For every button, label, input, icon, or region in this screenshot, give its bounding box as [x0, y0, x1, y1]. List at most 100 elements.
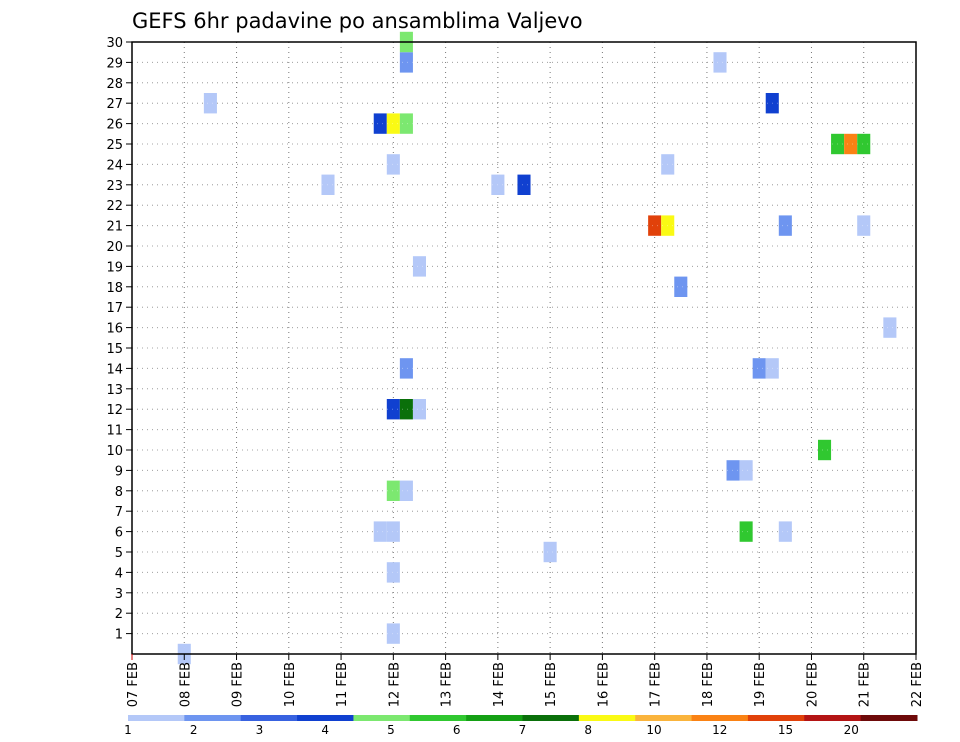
y-tick-label: 16: [106, 322, 123, 337]
heatmap-cell: [778, 215, 792, 236]
y-tick-label: 25: [106, 138, 123, 153]
y-tick-label: 10: [106, 444, 123, 459]
x-tick-label: 16 FEB: [596, 662, 611, 707]
y-tick-label: 22: [106, 199, 123, 214]
grid-overlay: [132, 61, 916, 635]
y-tick-label: 2: [115, 607, 123, 622]
heatmap-cell: [399, 52, 413, 73]
y-tick-label: 11: [106, 424, 123, 439]
legend-swatch: [184, 715, 242, 721]
heatmap-cell: [373, 521, 387, 542]
x-tick-label: 13 FEB: [440, 662, 455, 707]
heatmap-cell: [412, 399, 426, 420]
legend-label: 2: [190, 723, 198, 737]
heatmap-cell: [399, 358, 413, 379]
legend-swatch: [128, 715, 185, 721]
heatmap-cell: [765, 93, 779, 114]
heatmap-cell: [386, 154, 400, 175]
heatmap-cell: [491, 174, 505, 195]
x-axis: 07 FEB 08 FEB 09 FEB 10 FEB 11 FEB 12 FEB 13 F…: [126, 654, 925, 707]
heatmap-cell: [203, 93, 217, 114]
heatmap-cell: [661, 154, 675, 175]
y-tick-label: 15: [106, 342, 123, 357]
x-tick-label: 14 FEB: [492, 662, 507, 707]
legend-swatch: [691, 715, 749, 721]
y-tick-label: 27: [106, 97, 123, 112]
legend-swatch: [747, 715, 805, 721]
y-tick-label: 17: [106, 301, 123, 316]
heatmap-cell: [674, 276, 688, 297]
y-tick-label: 6: [115, 526, 123, 541]
heatmap-cell: [883, 317, 897, 338]
legend-label: 12: [712, 723, 727, 737]
heatmap-cell: [739, 460, 753, 481]
heatmap-cell: [765, 358, 779, 379]
heatmap-cell: [386, 562, 400, 583]
heatmap-cell: [386, 521, 400, 542]
legend-label: 4: [321, 723, 329, 737]
y-tick-label: 1: [115, 628, 123, 643]
legend-label: 7: [519, 723, 527, 737]
heatmap-cell: [321, 174, 335, 195]
y-tick-label: 4: [115, 566, 123, 581]
heatmap-cell: [399, 113, 413, 134]
legend-swatch: [240, 715, 298, 721]
heatmap-cell: [399, 399, 413, 420]
x-tick-label: 07 FEB: [126, 662, 141, 707]
legend-swatch: [635, 715, 693, 721]
x-tick-label: 18 FEB: [701, 662, 716, 707]
heatmap-cell: [386, 480, 400, 501]
x-tick-label: 21 FEB: [858, 662, 873, 707]
x-tick-label: 22 FEB: [910, 662, 925, 707]
legend-swatch: [578, 715, 636, 721]
legend-label: 6: [453, 723, 461, 737]
x-tick-label: 08 FEB: [178, 662, 193, 707]
legend-label: 15: [778, 723, 793, 737]
plot-cells: [177, 31, 897, 665]
heatmap-cell: [818, 439, 832, 461]
legend-swatch: [860, 715, 918, 721]
y-tick-label: 29: [106, 56, 123, 71]
x-tick-label: 11 FEB: [335, 662, 350, 707]
legend-swatch: [804, 715, 862, 721]
x-tick-label: 09 FEB: [231, 662, 246, 707]
legend-label: 20: [844, 723, 859, 737]
y-tick-label: 5: [115, 546, 123, 561]
heatmap-cell: [739, 521, 753, 542]
x-tick-label: 12 FEB: [387, 662, 402, 707]
y-tick-label: 3: [115, 587, 123, 602]
y-tick-label: 23: [106, 179, 123, 194]
heatmap-cell: [726, 460, 740, 481]
y-tick-label: 13: [106, 383, 123, 398]
x-tick-label: 19 FEB: [753, 662, 768, 707]
legend-label: 8: [584, 723, 592, 737]
heatmap-cell: [844, 133, 858, 155]
heatmap-cell: [399, 480, 413, 501]
x-tick-label: 20 FEB: [805, 662, 820, 707]
y-tick-label: 21: [106, 220, 123, 235]
legend-swatch: [297, 715, 354, 721]
heatmap-cell: [661, 215, 675, 236]
legend-label: 5: [387, 723, 395, 737]
heatmap-cell: [752, 358, 766, 379]
legend-swatch: [522, 715, 580, 721]
y-tick-label: 7: [115, 505, 123, 520]
heatmap-cell: [778, 521, 792, 542]
legend-label: 3: [256, 723, 264, 737]
heatmap-cell: [831, 133, 845, 155]
x-tick-label: 10 FEB: [283, 662, 298, 707]
heatmap-cell: [517, 174, 531, 195]
heatmap-cell: [373, 113, 387, 134]
plot-frame: [131, 41, 917, 655]
y-tick-label: 30: [106, 36, 123, 51]
legend: 1 2 3 4 5 6 7 8 10 12 15 20: [124, 715, 918, 737]
heatmap-cell: [386, 623, 400, 644]
y-tick-label: 8: [115, 485, 123, 500]
chart-title: GEFS 6hr padavine po ansamblima Valjevo: [132, 9, 583, 33]
y-tick-label: 24: [106, 158, 123, 173]
heatmap-cell: [648, 215, 662, 236]
y-tick-label: 9: [115, 464, 123, 479]
y-axis: 1234567891011121314151617181920212223242…: [106, 36, 132, 643]
heatmap-cell: [386, 113, 400, 134]
